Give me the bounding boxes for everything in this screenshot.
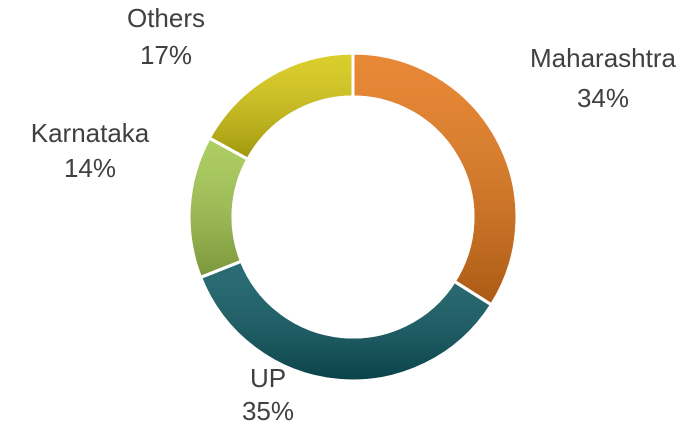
- slice-value: 34%: [577, 83, 629, 113]
- slice-shade: [351, 51, 519, 307]
- slice-shade: [207, 51, 355, 162]
- slice-value: 14%: [64, 153, 116, 183]
- slice-label: Maharashtra: [530, 43, 676, 73]
- slice-label: Others: [127, 3, 205, 33]
- slice-value: 35%: [242, 396, 294, 426]
- slice-shade: [187, 135, 250, 280]
- slice-value: 17%: [140, 40, 192, 70]
- slice-shade: [198, 259, 494, 383]
- slice-label: Karnataka: [31, 118, 150, 148]
- slice-label: UP: [250, 363, 286, 393]
